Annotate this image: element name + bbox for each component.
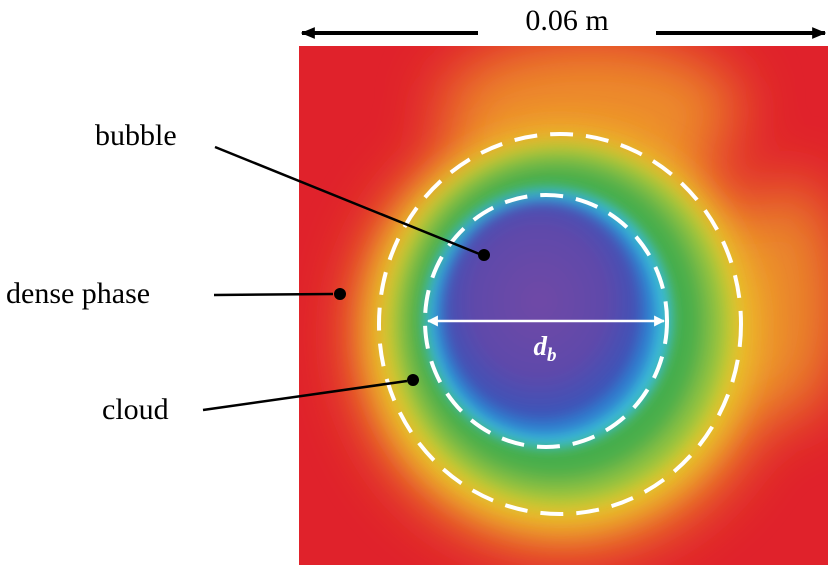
leader-line-dense-phase — [213, 292, 334, 297]
marker-dot-cloud — [407, 374, 419, 386]
scale-bar: 0.06 m — [300, 4, 827, 39]
marker-dot-dense-phase — [334, 288, 346, 300]
leader-line-bubble — [214, 145, 483, 257]
cloud-boundary-outline — [377, 132, 743, 516]
label-bubble: bubble — [95, 119, 177, 152]
label-dense-phase: dense phase — [6, 277, 150, 310]
scale-label: 0.06 m — [525, 4, 608, 37]
callout-dense-phase: dense phase — [6, 277, 346, 310]
leader-line-cloud — [202, 379, 408, 412]
diameter-label: db — [534, 331, 557, 366]
bubble-boundary-outline — [423, 193, 669, 449]
callout-bubble: bubble — [95, 119, 490, 261]
label-cloud: cloud — [102, 393, 169, 426]
diameter-symbol: d — [534, 331, 548, 361]
callout-cloud: cloud — [102, 374, 419, 426]
voidage-heatmap — [299, 46, 828, 565]
marker-dot-bubble — [478, 249, 490, 261]
diameter-subscript: b — [547, 345, 557, 366]
bubble-diameter-indicator: db — [426, 315, 666, 366]
